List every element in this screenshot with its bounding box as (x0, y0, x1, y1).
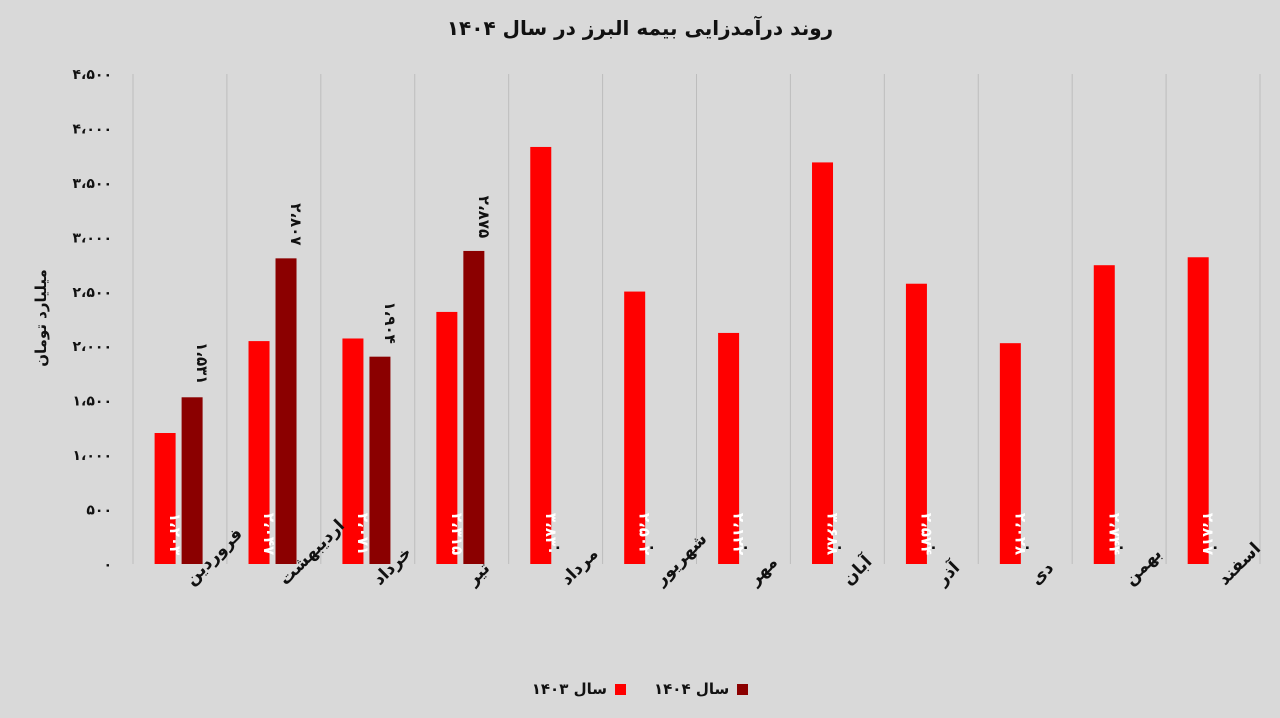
y-tick-label: ۴،۰۰۰ (73, 121, 113, 137)
bar-1404 (275, 258, 297, 564)
legend-item-1404: سال ۱۴۰۴ (654, 680, 749, 698)
y-tick-label: ۰ (103, 557, 112, 573)
chart-title: روند درآمدزایی بیمه البرز در سال ۱۴۰۴ (446, 16, 834, 40)
legend-item-1403: سال ۱۴۰۳ (532, 680, 626, 698)
bar-1403 (154, 433, 176, 564)
bar-1404 (463, 250, 485, 564)
data-label-1403: ۲،۸۱۷ (1199, 513, 1217, 555)
bar-1403 (1187, 257, 1209, 564)
bars (154, 146, 1209, 564)
data-label-1403: ۲،۱۲۲ (730, 513, 748, 555)
bar-1403 (624, 291, 646, 564)
legend-swatch-1404 (737, 683, 749, 695)
bar-1403 (999, 343, 1021, 564)
data-label-1403: ۲،۰۴۷ (260, 513, 278, 555)
data-label-1404: ۰ (1023, 538, 1032, 556)
data-label-1404: ۱،۵۳۱ (193, 342, 211, 384)
y-tick-label: ۴،۵۰۰ (73, 67, 113, 83)
data-label-1403: ۳،۸۳۰ (542, 513, 560, 555)
data-label-1404: ۰ (647, 538, 656, 556)
legend-label-1403: سال ۱۴۰۳ (531, 680, 607, 698)
data-label-1404: ۰ (1211, 538, 1220, 556)
x-category-label: دی (1027, 558, 1059, 590)
x-category-label: شهریور (650, 529, 711, 590)
x-category-label: بهمن (1121, 544, 1166, 589)
x-category-label: آذر (931, 556, 965, 590)
y-tick-label: ۳،۰۰۰ (73, 230, 113, 246)
data-label-1403: ۲،۷۴۴ (1105, 513, 1123, 555)
grid-lines (132, 74, 1261, 564)
bar-1404 (369, 356, 391, 564)
y-tick-label: ۲،۵۰۰ (73, 285, 113, 301)
data-label-1403: ۲،۵۰۲ (636, 513, 654, 555)
data-label-1403: ۲،۳۱۵ (448, 513, 466, 555)
y-tick-label: ۱،۵۰۰ (73, 394, 113, 410)
data-label-1404: ۰ (929, 538, 938, 556)
legend-label-1404: سال ۱۴۰۴ (654, 680, 730, 698)
data-label-1404: ۰ (741, 538, 750, 556)
data-label-1404: ۰ (1117, 538, 1126, 556)
x-category-label: مهر (744, 553, 782, 591)
data-labels: ۱،۲۰۳ ۱،۵۳۱ ۲،۰۴۷ ۲،۸۰۷ ۲،۰۷۱ ۱،۹۰۴ ۲،۳۱۵ ۲،۸۷۵… (166, 196, 1220, 556)
bar-1403 (812, 162, 834, 564)
bar-1404 (181, 397, 203, 564)
data-label-1404: ۰ (835, 538, 844, 556)
data-label-1403: ۲،۵۷۴ (917, 513, 935, 555)
bar-1403 (718, 332, 740, 564)
data-label-1404: ۲،۸۰۷ (287, 203, 305, 245)
data-label-1403: ۲،۰۲۸ (1011, 513, 1029, 555)
y-tick-label: ۲،۰۰۰ (73, 339, 113, 355)
data-label-1404: ۲،۸۷۵ (475, 196, 493, 238)
bar-1403 (342, 338, 364, 564)
legend-swatch-1403 (615, 683, 626, 695)
data-label-1403: ۳،۶۸۸ (824, 513, 842, 555)
bar-1403 (436, 311, 458, 564)
bar-1403 (905, 283, 927, 564)
data-label-1403: ۲،۰۷۱ (354, 513, 372, 555)
bar-1403 (248, 341, 270, 564)
y-tick-label: ۱،۰۰۰ (73, 448, 113, 464)
y-tick-label: ۵۰۰ (86, 503, 112, 519)
bar-1403 (1093, 265, 1115, 564)
x-category-label: مرداد (557, 544, 603, 590)
legend: سال ۱۴۰۴ سال ۱۴۰۳ (0, 680, 1280, 698)
y-tick-label: ۳،۵۰۰ (73, 176, 113, 192)
data-label-1404: ۱،۹۰۴ (381, 302, 399, 344)
data-label-1403: ۱،۲۰۳ (166, 513, 184, 555)
y-axis-label: میلیارد تومان (32, 269, 50, 367)
x-category-label: اسفند (1214, 539, 1265, 590)
data-label-1404: ۰ (553, 538, 562, 556)
y-axis-ticks: ۰ ۵۰۰ ۱،۰۰۰ ۱،۵۰۰ ۲،۰۰۰ ۲،۵۰۰ ۳،۰۰۰ ۳،۵۰۰ ۴،۰۰۰ ۴… (73, 67, 113, 573)
bar-1403 (530, 146, 552, 564)
